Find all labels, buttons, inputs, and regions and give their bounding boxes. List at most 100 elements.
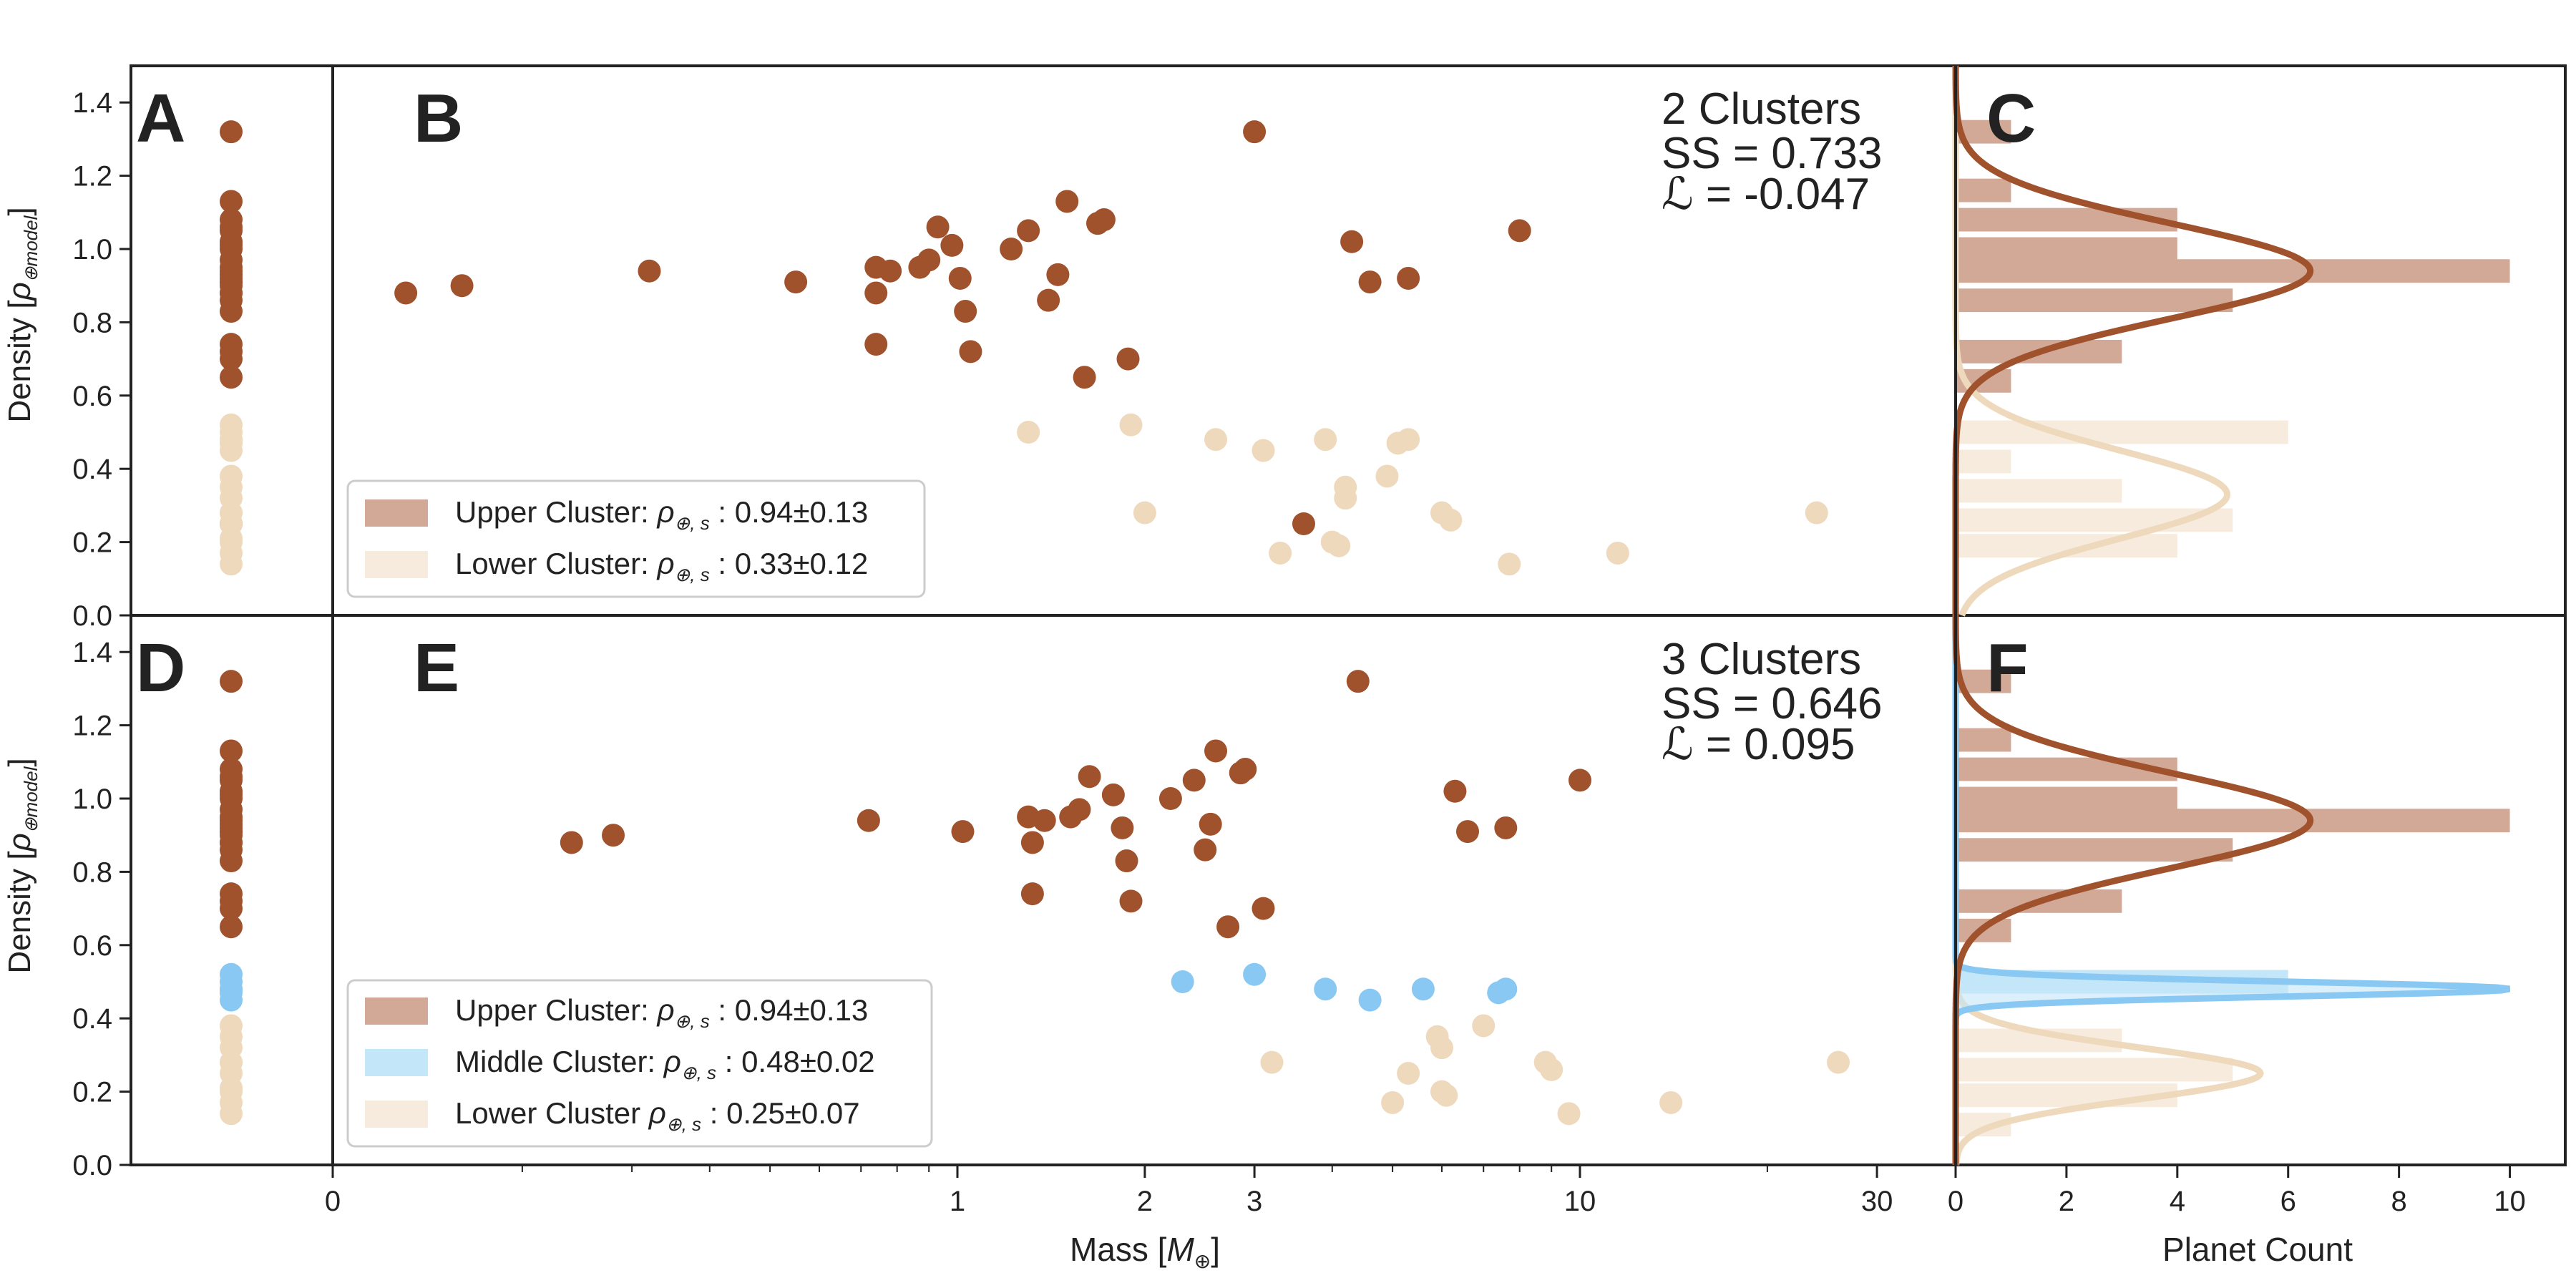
point-b-upper (864, 281, 888, 305)
point-b-upper (1000, 238, 1023, 260)
plot-area: 0.0 0.2 0.4 0.6 0.8 1.0 1.2 1.4 0.0 0.2 0.4 0.6 0.8 1… (72, 64, 2567, 1217)
x-tick-label-count: 6 (2280, 1186, 2296, 1217)
point-e-upper (1078, 765, 1101, 789)
point-d-lower (220, 1102, 243, 1126)
point-b-lower (1269, 541, 1292, 565)
point-e-upper (1216, 915, 1240, 939)
legend-bottom-swatch-middle (365, 1049, 428, 1076)
point-e-upper (1119, 889, 1143, 913)
panel-row-frame-2 (130, 614, 2567, 1166)
bar-c-upper (1956, 288, 2233, 313)
bar-c-upper (1956, 259, 2510, 283)
point-e-middle (1171, 970, 1194, 993)
point-e-upper (1020, 882, 1044, 906)
point-b-upper (1340, 230, 1364, 253)
y-tick-label: 0.4 (72, 454, 112, 485)
point-e-upper (1111, 816, 1134, 839)
panel-letter-c: C (1986, 80, 2036, 157)
point-e-lower (1435, 1083, 1458, 1107)
legend-bottom-label-upper: Upper Cluster: ρ⊕, s : 0.94±0.13 (455, 993, 868, 1032)
bar-c-lower (1956, 479, 2122, 503)
panel-letter-b: B (414, 80, 463, 157)
point-b-upper (948, 266, 972, 290)
point-b-upper (1116, 347, 1140, 371)
point-b-upper (1508, 219, 1531, 243)
point-e-lower (1397, 1062, 1420, 1085)
bar-f-lower (1956, 1058, 2233, 1082)
point-e-middle (1358, 988, 1382, 1012)
point-b-upper (1046, 263, 1070, 286)
point-b-upper (1073, 366, 1096, 389)
x-tick-label-count: 0 (1948, 1186, 1963, 1217)
point-e-upper (1115, 849, 1138, 873)
bar-f-lower (1956, 1083, 2177, 1108)
legend-top-frame (346, 479, 926, 598)
annotation-bottom-clusters: 3 Clusters (1662, 635, 1861, 684)
panel-letter-d: D (136, 630, 185, 706)
x-tick-label-count: 4 (2170, 1186, 2185, 1217)
bar-c-upper (1956, 178, 2011, 203)
point-b-lower (1017, 421, 1040, 444)
point-a-upper (220, 300, 243, 323)
point-b-upper (879, 259, 902, 283)
point-b-upper (1055, 190, 1079, 213)
point-a-upper (220, 190, 243, 213)
y-tick-label: 1.0 (72, 234, 112, 265)
point-d-middle (220, 988, 243, 1012)
annotation-top-ss: SS = 0.733 (1662, 129, 1883, 178)
point-e-upper (1020, 831, 1044, 854)
point-e-middle (1314, 977, 1337, 1001)
x-tick-label-mass: 1 (950, 1186, 965, 1217)
point-b-lower (1439, 508, 1463, 532)
x-tick-label-mass: 2 (1137, 1186, 1153, 1217)
point-b-upper (784, 270, 808, 294)
legend-bottom-frame (346, 979, 933, 1148)
y-tick-label: 1.4 (72, 87, 112, 119)
point-b-upper (917, 248, 941, 272)
point-e-upper (1033, 809, 1056, 832)
point-e-upper (1456, 820, 1480, 844)
point-e-upper (857, 809, 880, 832)
point-b-upper (1037, 288, 1060, 312)
bar-f-upper (1956, 838, 2233, 862)
point-e-lower (1430, 1036, 1453, 1060)
y-tick-label: 0.8 (72, 857, 112, 888)
point-b-upper (954, 300, 977, 323)
legend-top-label-lower: Lower Cluster: ρ⊕, s : 0.33±0.12 (455, 547, 868, 585)
point-b-upper (450, 274, 474, 298)
legend-bottom-label-middle: Middle Cluster: ρ⊕, s : 0.48±0.02 (455, 1045, 875, 1083)
y-tick-label: 0.4 (72, 1003, 112, 1035)
legend-bottom-swatch-upper (365, 997, 428, 1025)
point-b-lower (1606, 541, 1629, 565)
x-tick-label-count: 2 (2059, 1186, 2074, 1217)
point-b-lower (1327, 534, 1351, 557)
y-axis-label-bottom: Density [ρ⊕model] (2, 758, 42, 973)
point-b-lower (1252, 439, 1275, 462)
annotation-top-clusters: 2 Clusters (1662, 84, 1861, 134)
point-e-upper (1252, 897, 1275, 920)
point-b-lower (1334, 487, 1357, 510)
point-e-middle (1411, 977, 1435, 1001)
point-b-upper (926, 215, 950, 239)
point-b-upper (1397, 266, 1420, 290)
point-b-lower (1204, 428, 1228, 452)
y-tick-label: 0.2 (72, 1077, 112, 1108)
point-b-lower (1119, 413, 1143, 436)
bar-f-upper (1956, 728, 2011, 752)
bar-f-upper (1956, 809, 2510, 833)
point-e-upper (1182, 769, 1206, 792)
bar-c-lower (1956, 449, 2011, 474)
point-e-middle (1243, 962, 1267, 986)
legend-top-swatch-upper (365, 499, 428, 527)
point-d-upper (220, 849, 243, 873)
point-d-upper (220, 670, 243, 693)
annotation-bottom-likelihood: ℒ = 0.095 (1662, 720, 1855, 769)
point-b-upper (1358, 270, 1382, 294)
point-b-lower (1133, 501, 1156, 525)
point-e-lower (1540, 1058, 1563, 1081)
legend-top: Upper Cluster: ρ⊕, s : 0.94±0.13 Lower C… (346, 479, 926, 598)
point-e-lower (1472, 1014, 1496, 1038)
point-e-lower (1827, 1050, 1850, 1074)
point-e-upper (1194, 838, 1217, 862)
